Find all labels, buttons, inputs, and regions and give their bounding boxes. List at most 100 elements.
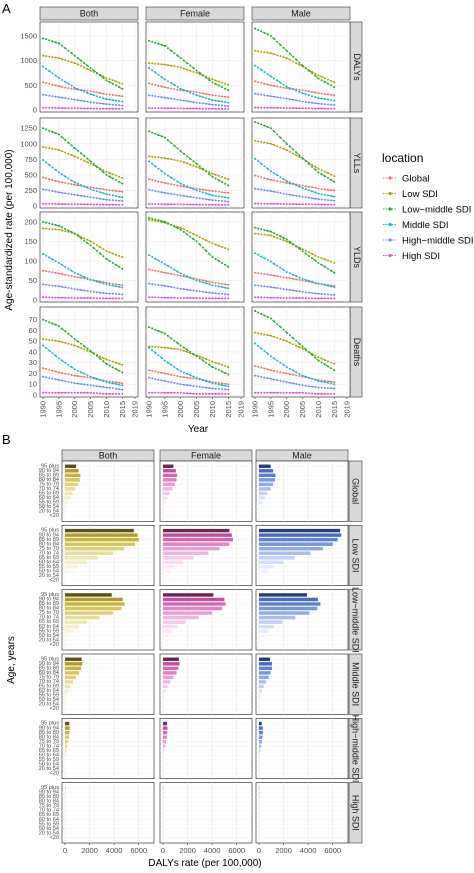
bar-85-to-89 (163, 473, 178, 478)
series-point-high-sdi (157, 391, 160, 394)
facet-strip-label-both: Both (80, 9, 99, 19)
bar-90-to-94 (259, 469, 274, 473)
series-point-high-middle-sdi (221, 200, 223, 202)
series-point-high-middle-sdi (301, 384, 304, 387)
bar-65-to-69 (163, 491, 170, 496)
series-point-low-middle-sdi (288, 52, 291, 55)
series-point-high-sdi (211, 107, 214, 110)
series-point-global (121, 284, 124, 287)
series-point-global (67, 87, 70, 90)
bar-60-to-64 (259, 624, 274, 629)
series-point-high-sdi (330, 297, 333, 300)
series-point-middle-sdi (121, 286, 124, 289)
series-point-low-middle-sdi (42, 220, 44, 223)
series-point-high-middle-sdi (80, 194, 83, 197)
series-point-low-middle-sdi (51, 223, 54, 226)
series-point-high-sdi (167, 296, 169, 299)
series-point-low-middle-sdi (92, 247, 95, 249)
series-point-middle-sdi (86, 91, 89, 94)
series-point-high-middle-sdi (170, 286, 173, 288)
series-point-low-middle-sdi (95, 71, 98, 74)
series-point-high-middle-sdi (102, 292, 105, 294)
x-tick-label: 2000 (70, 401, 79, 418)
series-point-high-middle-sdi (108, 386, 111, 389)
series-point-high-middle-sdi (57, 191, 60, 194)
series-point-middle-sdi (83, 90, 86, 93)
series-point-high-middle-sdi (42, 283, 44, 286)
series-point-low-middle-sdi (279, 43, 282, 46)
bar-85-to-89 (163, 666, 179, 671)
series-point-low-sdi (157, 156, 160, 159)
series-point-high-middle-sdi (99, 102, 102, 105)
series-point-low-sdi (266, 334, 269, 337)
series-point-low-middle-sdi (211, 175, 214, 178)
series-point-global (214, 94, 217, 97)
series-point-low-middle-sdi (205, 361, 208, 364)
series-point-global (279, 275, 282, 278)
series-point-global (148, 369, 150, 372)
series-point-high-sdi (51, 391, 54, 394)
series-point-low-middle-sdi (176, 342, 179, 345)
series-point-low-sdi (80, 65, 83, 67)
series-point-low-sdi (170, 347, 173, 350)
series-point-high-sdi (121, 392, 124, 395)
series-point-high-middle-sdi (54, 190, 57, 193)
series-point-high-middle-sdi (330, 199, 333, 202)
series-point-low-middle-sdi (83, 239, 86, 242)
series-point-high-sdi (89, 107, 92, 110)
series-point-middle-sdi (163, 359, 166, 362)
series-point-low-sdi (45, 146, 48, 149)
series-point-middle-sdi (45, 254, 48, 257)
series-point-high-middle-sdi (42, 375, 44, 378)
bar-75-to-79 (65, 482, 78, 487)
series-point-high-sdi (227, 297, 230, 300)
bar-75-to-79 (163, 482, 175, 487)
series-point-high-sdi (160, 391, 163, 394)
series-point-low-sdi (327, 78, 329, 81)
series-point-low-middle-sdi (221, 86, 223, 89)
bar-80-to-84 (259, 671, 271, 675)
series-point-high-middle-sdi (323, 103, 326, 106)
y-tick-label: 40 (29, 347, 37, 356)
series-point-high-middle-sdi (176, 382, 179, 385)
series-point-low-middle-sdi (217, 179, 220, 182)
series-point-high-middle-sdi (170, 97, 173, 100)
series-point-low-middle-sdi (167, 335, 169, 337)
series-point-low-middle-sdi (83, 62, 86, 65)
series-point-low-sdi (269, 334, 272, 337)
series-point-low-middle-sdi (221, 181, 223, 183)
series-point-low-sdi (208, 77, 211, 80)
series-point-middle-sdi (327, 194, 329, 197)
series-point-high-middle-sdi (67, 380, 70, 383)
y-tick-label: 0 (33, 106, 37, 115)
series-point-high-sdi (288, 107, 291, 110)
series-point-high-sdi (173, 203, 176, 206)
series-point-global (276, 85, 279, 88)
series-point-low-sdi (154, 220, 157, 222)
series-point-low-sdi (285, 340, 288, 343)
series-point-middle-sdi (201, 378, 204, 381)
series-point-high-middle-sdi (333, 387, 336, 390)
series-point-high-middle-sdi (95, 385, 98, 388)
series-point-middle-sdi (269, 75, 272, 78)
series-point-low-sdi (76, 156, 79, 159)
series-point-high-sdi (182, 297, 185, 299)
series-point-high-middle-sdi (151, 94, 154, 97)
series-point-low-middle-sdi (327, 365, 329, 368)
series-point-low-sdi (108, 172, 111, 174)
series-point-global (57, 371, 60, 374)
series-point-high-middle-sdi (92, 290, 95, 293)
series-point-low-middle-sdi (208, 79, 211, 81)
series-point-high-middle-sdi (179, 383, 182, 386)
series-point-high-sdi (163, 296, 166, 299)
series-point-high-middle-sdi (227, 293, 230, 296)
series-point-global (157, 180, 160, 183)
series-point-global (301, 89, 304, 92)
series-point-high-sdi (157, 107, 160, 110)
series-point-high-sdi (108, 297, 111, 300)
series-point-low-middle-sdi (192, 238, 195, 241)
bar-95-plus (163, 528, 230, 533)
series-point-middle-sdi (276, 359, 279, 362)
bar-row-strip-label-high-middle-sdi: High−middle SDI (351, 715, 361, 783)
bar-60-to-64 (65, 496, 70, 500)
